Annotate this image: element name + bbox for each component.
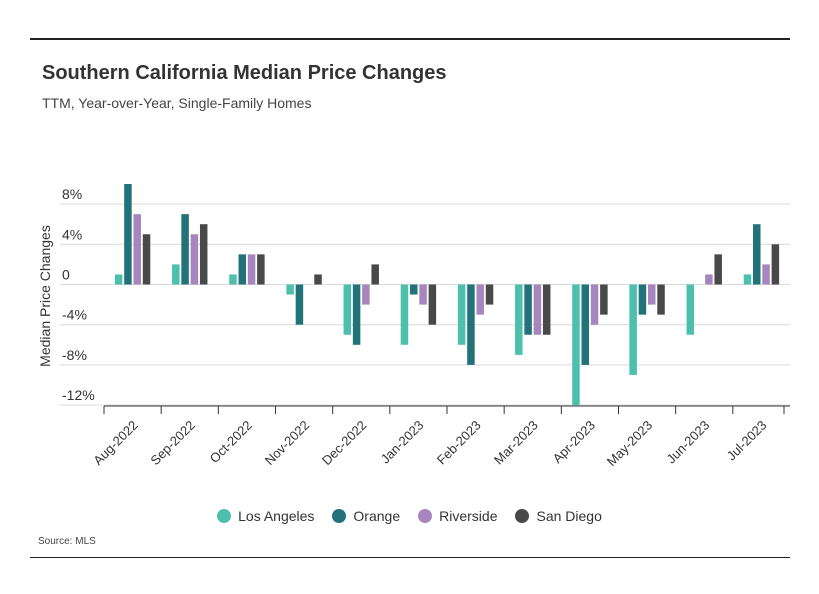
legend-label: Orange bbox=[353, 508, 401, 524]
bar-orange bbox=[352, 284, 361, 345]
legend-label: Riverside bbox=[439, 508, 498, 524]
x-tick-label: Dec-2022 bbox=[319, 418, 369, 468]
legend: Los Angeles Orange Riverside San Diego bbox=[0, 508, 819, 524]
x-tick-label: Sep-2022 bbox=[147, 418, 197, 468]
bar-los-angeles bbox=[229, 274, 237, 285]
bar-san-diego bbox=[142, 234, 151, 285]
legend-item: Orange bbox=[332, 508, 400, 524]
x-tick-label: May-2023 bbox=[604, 418, 655, 469]
x-tick-label: Jun-2023 bbox=[663, 418, 712, 467]
legend-swatch bbox=[515, 509, 530, 523]
bar-san-diego bbox=[714, 254, 722, 285]
bar-orange bbox=[181, 214, 189, 285]
y-tick-label: -12% bbox=[62, 387, 95, 403]
x-tick-label: Feb-2023 bbox=[434, 418, 484, 468]
bar-san-diego bbox=[771, 244, 780, 285]
bar-riverside bbox=[647, 284, 656, 305]
bar-riverside bbox=[190, 234, 199, 285]
legend-swatch bbox=[217, 509, 232, 523]
y-axis-title: Median Price Changes bbox=[37, 225, 53, 367]
y-tick-label: 0 bbox=[62, 267, 70, 283]
bar-san-diego bbox=[257, 254, 265, 285]
bar-orange bbox=[524, 284, 532, 335]
bar-los-angeles bbox=[114, 274, 123, 285]
bar-riverside bbox=[247, 254, 256, 285]
bar-riverside bbox=[419, 284, 427, 305]
bar-los-angeles bbox=[572, 284, 580, 406]
x-tick-label: Jul-2023 bbox=[724, 418, 770, 464]
y-tick-label: 4% bbox=[62, 226, 82, 242]
bottom-rule bbox=[30, 557, 790, 558]
bar-los-angeles bbox=[286, 284, 294, 295]
bar-san-diego bbox=[314, 274, 322, 285]
source-note: Source: MLS bbox=[38, 536, 96, 547]
legend-item: Riverside bbox=[418, 508, 497, 524]
y-tick-label: -4% bbox=[62, 307, 87, 323]
bar-los-angeles bbox=[457, 284, 466, 345]
bar-orange bbox=[467, 284, 475, 365]
legend-swatch bbox=[332, 509, 347, 523]
bar-san-diego bbox=[542, 284, 551, 335]
bar-orange bbox=[295, 284, 304, 325]
bar-san-diego bbox=[199, 224, 208, 285]
x-tick-label: Mar-2023 bbox=[491, 418, 541, 468]
bar-orange bbox=[238, 254, 247, 285]
bar-riverside bbox=[133, 214, 141, 285]
legend-label: San Diego bbox=[536, 508, 602, 524]
legend-label: Los Angeles bbox=[238, 508, 315, 524]
bar-orange bbox=[753, 224, 761, 285]
bar-san-diego bbox=[371, 264, 379, 285]
x-tick-label: Nov-2022 bbox=[262, 418, 312, 468]
bar-los-angeles bbox=[686, 284, 695, 335]
x-tick-label: Apr-2023 bbox=[550, 418, 598, 466]
bar-orange bbox=[410, 284, 418, 295]
bar-san-diego bbox=[428, 284, 437, 325]
bar-san-diego bbox=[600, 284, 608, 315]
legend-swatch bbox=[418, 509, 433, 523]
bar-riverside bbox=[476, 284, 484, 315]
legend-item: San Diego bbox=[515, 508, 602, 524]
bar-san-diego bbox=[657, 284, 665, 315]
legend-item: Los Angeles bbox=[217, 508, 314, 524]
bar-los-angeles bbox=[743, 274, 752, 285]
y-tick-label: -8% bbox=[62, 347, 87, 363]
bar-san-diego bbox=[485, 284, 494, 305]
bar-orange bbox=[581, 284, 590, 365]
x-tick-label: Jan-2023 bbox=[378, 418, 427, 467]
bar-los-angeles bbox=[400, 284, 409, 345]
y-tick-label: 8% bbox=[62, 186, 82, 202]
bar-riverside bbox=[590, 284, 599, 325]
bar-los-angeles bbox=[172, 264, 180, 285]
bar-riverside bbox=[533, 284, 542, 335]
bar-riverside bbox=[362, 284, 370, 305]
bar-riverside bbox=[762, 264, 770, 285]
bar-los-angeles bbox=[515, 284, 523, 355]
bar-riverside bbox=[705, 274, 713, 285]
chart-subtitle: TTM, Year-over-Year, Single-Family Homes bbox=[42, 95, 312, 111]
chart-title: Southern California Median Price Changes bbox=[42, 62, 447, 84]
x-tick-label: Oct-2022 bbox=[207, 418, 255, 466]
x-tick-label: Aug-2022 bbox=[90, 418, 140, 468]
bar-orange bbox=[124, 184, 132, 285]
top-rule bbox=[30, 38, 790, 40]
bar-los-angeles bbox=[629, 284, 637, 375]
bar-orange bbox=[638, 284, 647, 315]
bar-los-angeles bbox=[343, 284, 352, 335]
